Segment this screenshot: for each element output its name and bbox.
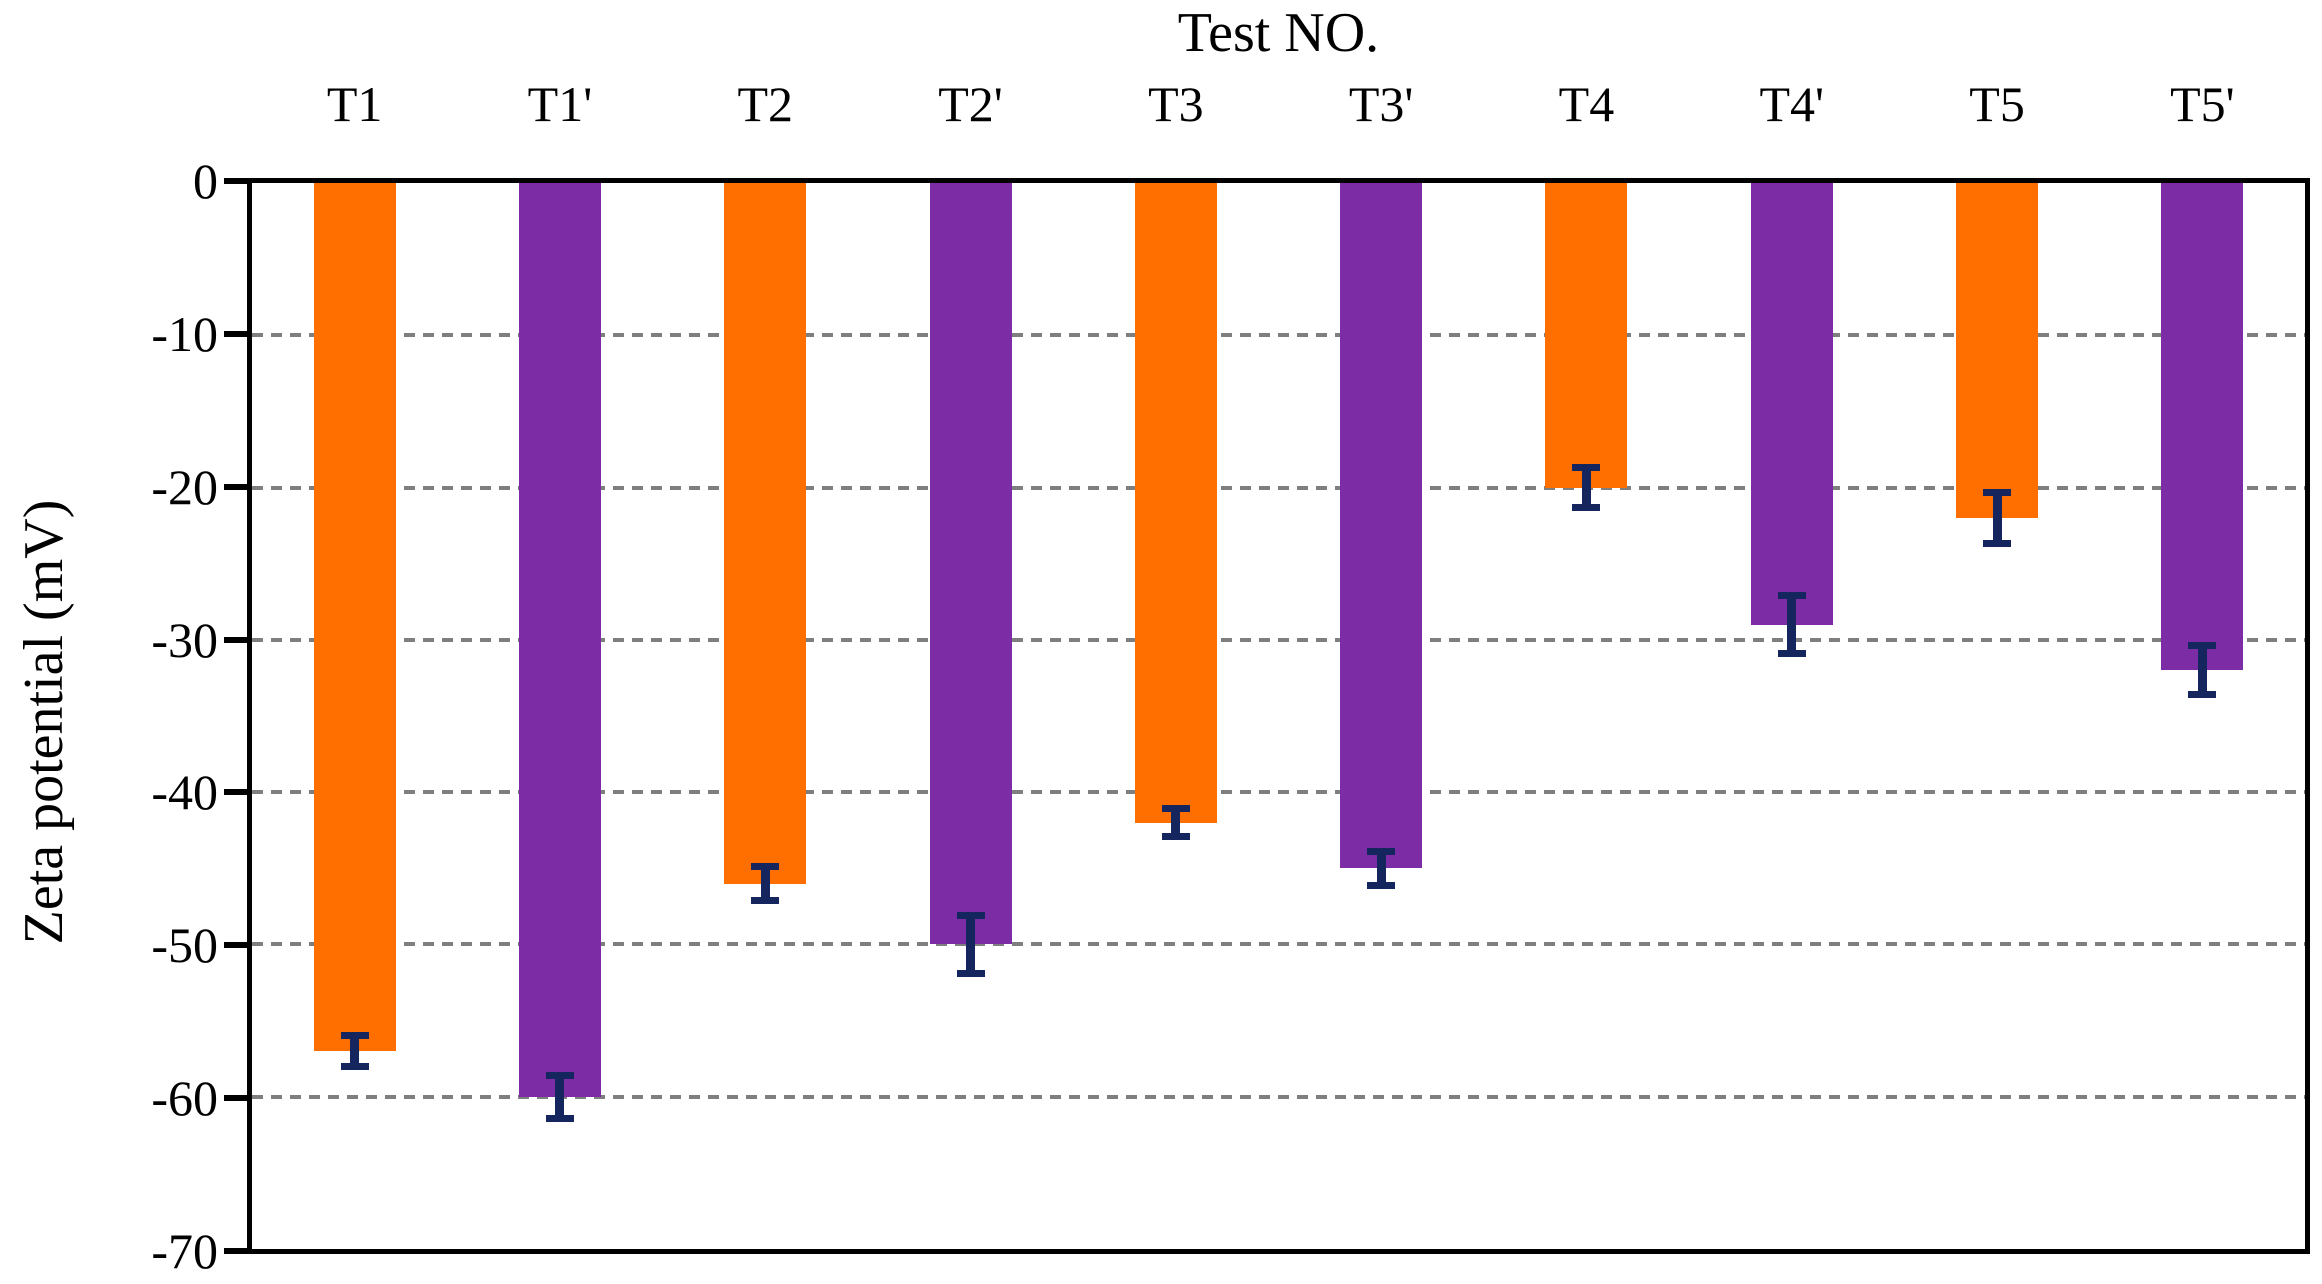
y-tick-mark--20: [224, 483, 248, 490]
error-bar-cap-top-T5: [1983, 488, 2012, 496]
x-label-T5: T5: [1969, 76, 2025, 132]
y-tick-label-0: 0: [193, 153, 218, 209]
x-label-T1: T1: [326, 76, 383, 132]
error-bar-cap-top-T3: [1161, 805, 1190, 813]
error-bar-cap-top-T5': [2188, 642, 2217, 650]
bar-T5: [1956, 183, 2039, 519]
error-bar-cap-top-T1': [545, 1071, 574, 1079]
error-bar-cap-bottom-T4: [1572, 503, 1601, 511]
x-label-T2': T2': [938, 76, 1003, 132]
y-tick-label--30: -30: [151, 611, 218, 668]
error-bar-cap-bottom-T4': [1777, 650, 1806, 658]
x-label-T1': T1': [527, 76, 593, 132]
error-bar-cap-bottom-T5: [1983, 540, 2012, 548]
gridline--60: [252, 1094, 2305, 1099]
error-bar-cap-top-T2: [751, 863, 780, 871]
y-tick-mark--70: [224, 1248, 248, 1254]
error-bar-line-T1': [555, 1076, 565, 1117]
error-bar-cap-bottom-T1': [545, 1114, 574, 1122]
gridline--40: [252, 790, 2305, 795]
x-label-T5': T5': [2170, 76, 2235, 132]
error-bar-cap-top-T1: [340, 1032, 369, 1040]
y-tick-label--10: -10: [151, 305, 218, 362]
x-axis-label-row: T1 T1' T2 T2' T3 T3' T4 T4' T5 T5': [247, 74, 2310, 138]
gridline--50: [252, 942, 2305, 947]
bar-T1: [313, 183, 396, 1052]
x-label-T3': T3': [1348, 76, 1414, 132]
error-bar-line-T3: [1171, 810, 1181, 835]
x-label-T4: T4: [1558, 76, 1615, 132]
y-tick-label--70: -70: [151, 1223, 218, 1279]
error-bar-line-T5: [1992, 493, 2002, 543]
bar-T2: [724, 183, 807, 884]
bar-T4: [1545, 183, 1628, 488]
bar-T1': [518, 183, 601, 1097]
error-bar-cap-bottom-T3': [1367, 881, 1396, 889]
chart-title: Test NO.: [1177, 2, 1380, 64]
bar-T5': [2161, 183, 2244, 671]
error-bar-cap-bottom-T1: [340, 1062, 369, 1070]
plot-area: [247, 178, 2310, 1254]
y-tick-mark--50: [224, 942, 248, 949]
y-tick-label--60: -60: [151, 1070, 218, 1127]
y-tick-label--20: -20: [151, 458, 218, 515]
bar-T2': [929, 183, 1012, 945]
error-bar-line-T3': [1376, 853, 1386, 884]
gridline--20: [252, 485, 2305, 490]
gridline--30: [252, 637, 2305, 642]
gridline--10: [252, 333, 2305, 338]
bar-T3': [1340, 183, 1423, 869]
y-tick-mark--10: [224, 330, 248, 337]
error-bar-cap-top-T4: [1572, 464, 1601, 472]
plot-inner: [252, 183, 2305, 1249]
error-bar-cap-bottom-T2': [956, 969, 985, 977]
y-axis-title: Zeta potential (mV): [13, 499, 75, 945]
error-bar-line-T1: [350, 1037, 360, 1065]
x-label-T4': T4': [1759, 76, 1825, 132]
y-tick-mark--60: [224, 1095, 248, 1102]
y-tick-mark--30: [224, 636, 248, 643]
error-bar-line-T2': [966, 917, 976, 972]
y-tick-mark--40: [224, 789, 248, 796]
x-label-T3: T3: [1148, 76, 1204, 132]
bar-T3: [1134, 183, 1217, 823]
error-bar-cap-bottom-T3: [1161, 832, 1190, 840]
error-bar-line-T2: [760, 868, 770, 899]
error-bar-cap-top-T3': [1367, 848, 1396, 856]
error-bar-cap-top-T2': [956, 912, 985, 920]
y-tick-mark-0: [224, 178, 248, 184]
x-label-T2: T2: [737, 76, 794, 132]
error-bar-line-T4: [1581, 469, 1591, 506]
error-bar-cap-bottom-T5': [2188, 691, 2217, 699]
y-tick-label--50: -50: [151, 917, 218, 974]
error-bar-cap-bottom-T2: [751, 896, 780, 904]
error-bar-line-T4': [1787, 597, 1797, 653]
error-bar-line-T5': [2197, 647, 2207, 694]
bar-T4': [1750, 183, 1833, 625]
y-tick-label--40: -40: [151, 764, 218, 821]
error-bar-cap-top-T4': [1777, 592, 1806, 600]
